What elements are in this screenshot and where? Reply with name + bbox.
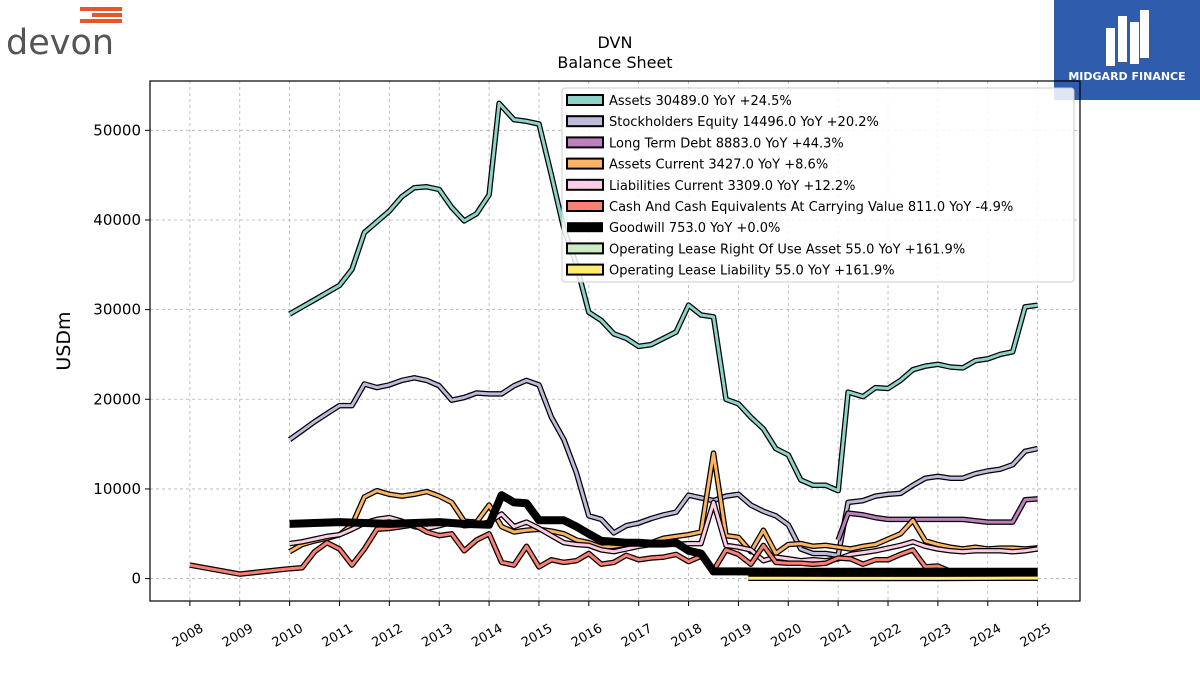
series-line xyxy=(289,500,1038,563)
legend-swatch xyxy=(567,222,603,233)
legend-box xyxy=(561,87,1075,283)
y-tick-label: 0 xyxy=(131,570,141,588)
midgard-finance-logo: MIDGARD FINANCE xyxy=(1054,0,1200,100)
y-axis-label: USDm xyxy=(53,311,75,370)
x-tick-label: 2017 xyxy=(619,621,655,651)
midgard-finance-logo-graphic: MIDGARD FINANCE xyxy=(1068,10,1186,83)
x-tick-label: 2011 xyxy=(320,621,356,651)
legend-entry-label: Assets Current 3427.0 YoY +8.6% xyxy=(609,158,828,173)
x-tick-label: 2018 xyxy=(669,621,705,651)
x-tick-label: 2021 xyxy=(818,621,854,651)
y-tick-label: 40000 xyxy=(93,211,141,229)
legend-swatch xyxy=(566,263,604,276)
legend-swatch xyxy=(566,200,604,212)
x-tick-label: 2020 xyxy=(768,621,804,651)
x-tick-label: 2015 xyxy=(519,621,555,651)
legend-swatch xyxy=(566,136,604,149)
legend-entry-label: Cash And Cash Equivalents At Carrying Va… xyxy=(609,200,1013,215)
legend-entry-label: Goodwill 753.0 YoY +0.0% xyxy=(609,221,780,236)
x-tick-label: 2019 xyxy=(719,621,755,651)
legend-swatch xyxy=(566,157,604,170)
series-line-outline xyxy=(289,499,1039,564)
y-tick-label: 10000 xyxy=(93,480,141,498)
plot-frame xyxy=(149,80,1081,602)
chart-subtitle: Balance Sheet xyxy=(557,53,672,72)
series-line xyxy=(836,497,1038,541)
series-lines xyxy=(189,100,1039,582)
x-tick-label: 2023 xyxy=(918,621,954,651)
midgard-finance-logo-text: MIDGARD FINANCE xyxy=(1068,70,1185,83)
x-tick-label: 2024 xyxy=(968,621,1004,651)
y-tick-label: 20000 xyxy=(93,390,141,408)
legend-entry-label: Operating Lease Right Of Use Asset 55.0 … xyxy=(609,242,965,257)
legend-swatch xyxy=(566,94,604,106)
y-axis-ticks: 0 10000 20000 30000 40000 50000 xyxy=(93,121,150,588)
x-tick-label: 2008 xyxy=(170,621,206,651)
x-tick-label: 2016 xyxy=(569,621,605,651)
x-tick-label: 2009 xyxy=(220,621,256,651)
legend-swatch xyxy=(566,178,604,191)
x-tick-label: 2025 xyxy=(1018,621,1054,651)
legend-swatch xyxy=(566,242,604,255)
series-line-goodwill xyxy=(289,491,1038,576)
series-line xyxy=(288,451,1038,555)
legend-swatch xyxy=(566,115,604,128)
series-line xyxy=(189,523,1038,576)
legend-entry-label: Liabilities Current 3309.0 YoY +12.2% xyxy=(609,179,856,194)
x-tick-label: 2022 xyxy=(868,621,904,651)
series-line xyxy=(288,101,1038,493)
devon-logo-text: devon xyxy=(6,23,114,63)
chart-title: DVN xyxy=(598,33,633,52)
y-tick-label: 30000 xyxy=(93,301,141,319)
x-tick-label: 2010 xyxy=(270,621,306,651)
x-tick-label: 2013 xyxy=(419,621,455,651)
devon-logo-graphic: devon xyxy=(6,7,122,63)
x-axis-ticks: 2008 2009 2010 2011 2012 2013 2014 2015 2016 2017… xyxy=(170,601,1054,651)
legend-entry-label: Long Term Debt 8883.0 YoY +44.3% xyxy=(609,136,844,151)
legend-entry-label: Operating Lease Liability 55.0 YoY +161.… xyxy=(609,264,895,279)
x-tick-label: 2012 xyxy=(370,621,406,651)
series-line xyxy=(288,376,1038,557)
chart-grid xyxy=(150,81,1080,601)
legend-entry-label: Assets 30489.0 YoY +24.5% xyxy=(609,94,792,109)
x-tick-label: 2014 xyxy=(469,621,505,651)
y-tick-label: 50000 xyxy=(93,121,141,139)
devon-logo: devon xyxy=(0,0,130,70)
legend-entry-label: Stockholders Equity 14496.0 YoY +20.2% xyxy=(609,115,879,130)
chart-legend: Assets 30489.0 YoY +24.5% Stockholders Eq… xyxy=(561,87,1075,283)
